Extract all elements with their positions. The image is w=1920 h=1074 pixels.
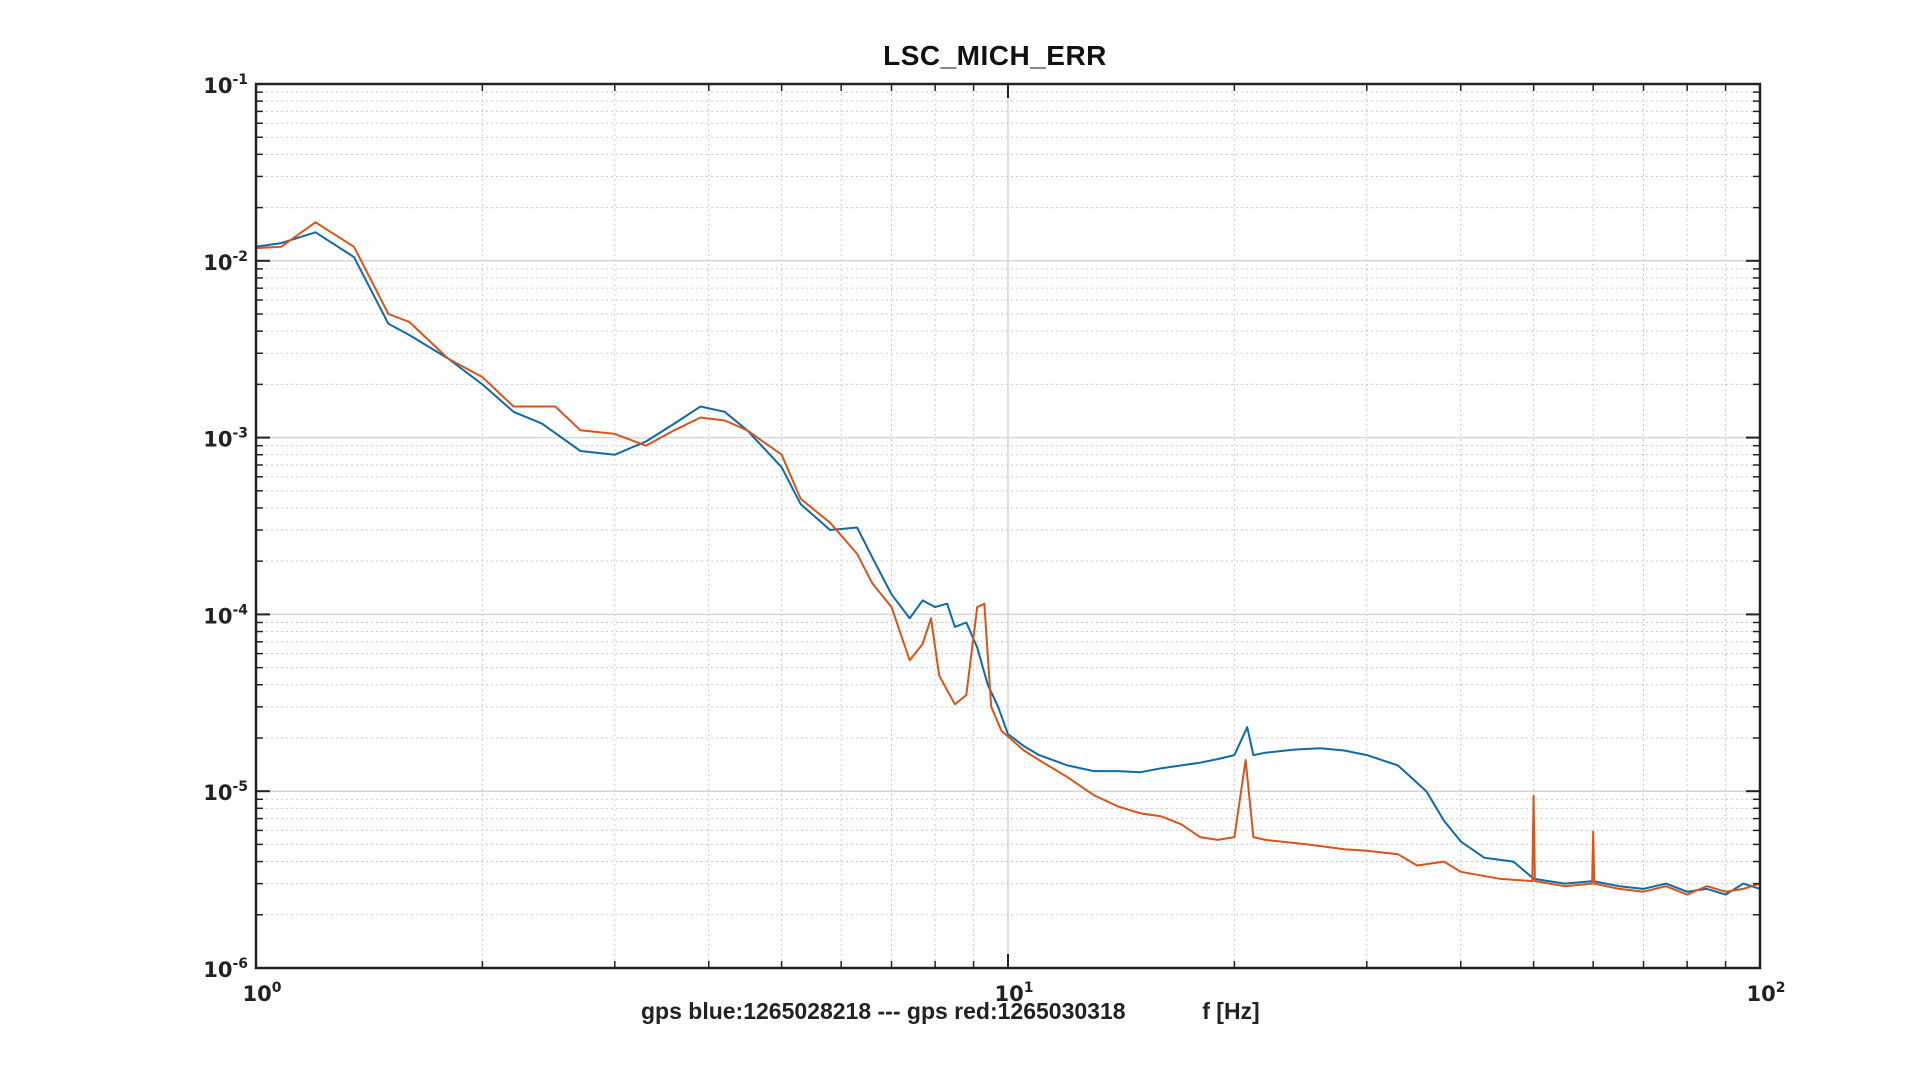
x-axis-label-frequency: f [Hz] [1202, 998, 1260, 1024]
y-tick-label: 10-1 [203, 72, 248, 98]
x-tick-label: 101 [995, 980, 1034, 1006]
y-tick-label: 10-2 [203, 249, 248, 275]
x-axis-label-gps: gps blue:1265028218 --- gps red:12650303… [641, 998, 1126, 1024]
series-layer [255, 221, 1761, 896]
y-tick-label: 10-3 [203, 426, 248, 452]
y-tick-label: 10-6 [203, 956, 248, 982]
x-tick-label: 100 [243, 980, 282, 1006]
chart-title: LSC_MICH_ERR [883, 40, 1107, 71]
tick-labels: 100 101 102 10-1 10-2 10-3 10-4 10-5 10-6 [203, 72, 1785, 1006]
y-tick-label: 10-4 [203, 602, 248, 628]
series-line-red [255, 221, 1761, 896]
x-axis-label: gps blue:1265028218 --- gps red:12650303… [641, 998, 1260, 1025]
y-tick-label: 10-5 [203, 779, 248, 805]
series-line-blue [255, 231, 1761, 896]
x-tick-label: 102 [1747, 980, 1786, 1006]
grid [256, 84, 1760, 968]
ticks [255, 84, 1760, 969]
